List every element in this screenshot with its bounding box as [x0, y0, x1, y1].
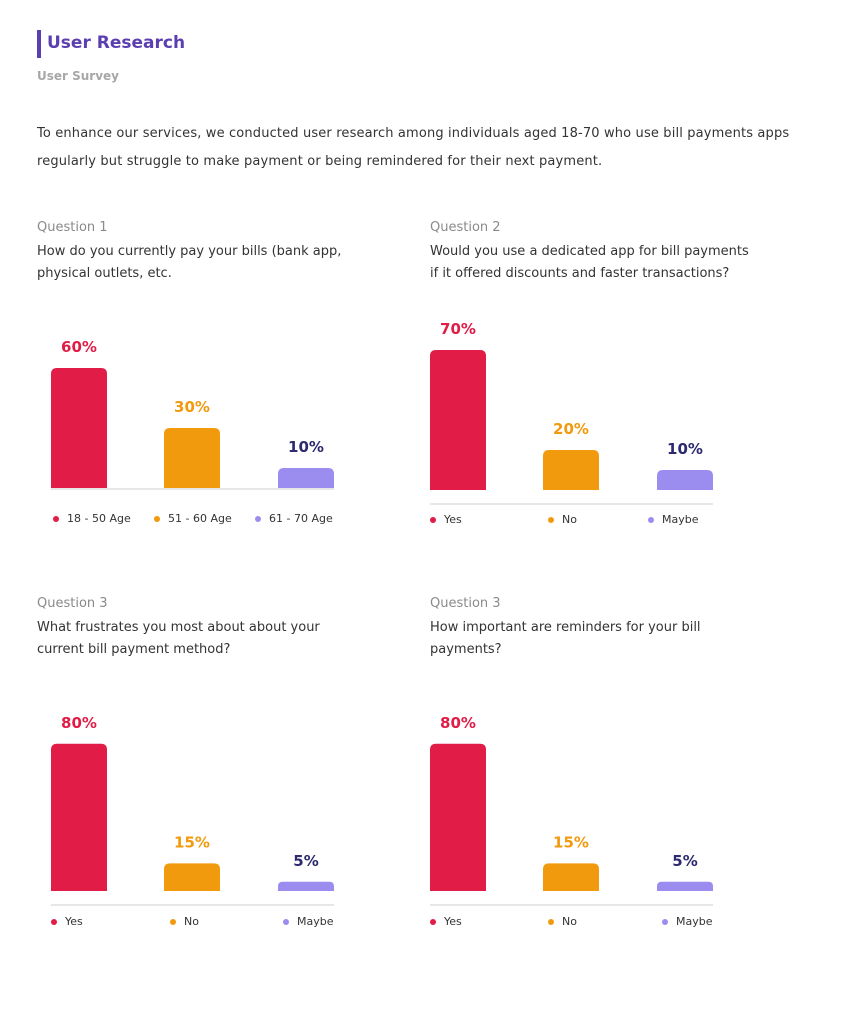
legend-label: 18 - 50 Age: [67, 512, 131, 525]
bar-chart: 80% 15% 5%: [430, 714, 713, 906]
data-label: 10%: [667, 440, 703, 458]
data-label: 30%: [174, 398, 210, 416]
question-panel-3: Question 3 What frustrates you most abou…: [37, 596, 417, 928]
question-label: Question 1: [37, 220, 108, 235]
page-subtitle: User Survey: [37, 69, 120, 83]
title-accent-bar: [37, 30, 41, 58]
question-text: What frustrates you most about about you…: [37, 620, 320, 657]
legend-item: Yes: [51, 915, 83, 928]
question-label: Question 3: [430, 596, 501, 611]
question-panel-4: Question 3 How important are reminders f…: [430, 596, 810, 928]
legend-item: 51 - 60 Age: [154, 512, 232, 525]
legend-label: 61 - 70 Age: [269, 512, 333, 525]
legend-dot-icon: [548, 516, 554, 523]
question-panel-1: Question 1 How do you currently pay your…: [37, 220, 417, 550]
legend-item: Maybe: [283, 915, 334, 928]
legend-dot-icon: [430, 516, 436, 523]
bar-61-70-age: [278, 468, 334, 488]
question-label: Question 3: [37, 596, 108, 611]
legend-dot-icon: [283, 918, 289, 925]
bar-51-60-age: [164, 428, 220, 488]
legend-label: 51 - 60 Age: [168, 512, 232, 525]
question-label: Question 2: [430, 220, 501, 235]
legend-item: No: [548, 513, 577, 526]
legend-item: 18 - 50 Age: [53, 512, 131, 525]
data-label: 70%: [440, 320, 476, 338]
legend-item: Maybe: [648, 513, 699, 526]
question-text: How do you currently pay your bills (ban…: [37, 244, 342, 281]
legend-item: No: [548, 915, 577, 928]
intro-paragraph: To enhance our services, we conducted us…: [37, 126, 790, 169]
data-label: 80%: [440, 714, 476, 732]
data-label: 10%: [288, 438, 324, 456]
question-text: How important are reminders for your bil…: [430, 620, 701, 657]
bar-yes: [51, 743, 107, 891]
data-label: 60%: [61, 338, 97, 356]
bar-chart: 70% 20% 10%: [430, 320, 713, 505]
bar-no: [543, 450, 599, 490]
legend-item: Yes: [430, 915, 462, 928]
data-label: 15%: [174, 833, 210, 851]
page-title: User Research: [47, 33, 186, 53]
legend-dot-icon: [662, 918, 668, 925]
bar-chart: 80% 15% 5%: [51, 714, 334, 906]
legend-label: Maybe: [662, 513, 699, 526]
legend-label: Yes: [444, 915, 462, 928]
legend-dot-icon: [430, 918, 436, 925]
legend-item: Maybe: [662, 915, 713, 928]
bar-no: [164, 863, 220, 891]
question-text: Would you use a dedicated app for bill p…: [430, 244, 749, 281]
legend-label: Maybe: [297, 915, 334, 928]
bar-maybe: [278, 881, 334, 891]
bar-no: [543, 863, 599, 891]
legend-item: 61 - 70 Age: [255, 512, 333, 525]
legend-dot-icon: [154, 515, 160, 522]
bar-yes: [430, 743, 486, 891]
legend-label: No: [184, 915, 199, 928]
data-label: 5%: [293, 852, 318, 870]
legend-label: No: [562, 915, 577, 928]
legend-item: Yes: [430, 513, 462, 526]
bar-yes: [430, 350, 486, 490]
data-label: 5%: [672, 852, 697, 870]
data-label: 15%: [553, 833, 589, 851]
legend-label: Yes: [65, 915, 83, 928]
legend-dot-icon: [648, 516, 654, 523]
question-panel-2: Question 2 Would you use a dedicated app…: [430, 220, 810, 550]
legend-label: No: [562, 513, 577, 526]
bar-maybe: [657, 881, 713, 891]
legend-label: Maybe: [676, 915, 713, 928]
bar-chart: 60% 30% 10%: [51, 338, 334, 490]
legend-dot-icon: [255, 515, 261, 522]
legend-label: Yes: [444, 513, 462, 526]
legend-dot-icon: [51, 918, 57, 925]
legend-dot-icon: [53, 515, 59, 522]
data-label: 80%: [61, 714, 97, 732]
legend-dot-icon: [548, 918, 554, 925]
legend-dot-icon: [170, 918, 176, 925]
bar-maybe: [657, 470, 713, 490]
legend-item: No: [170, 915, 199, 928]
data-label: 20%: [553, 420, 589, 438]
bar-18-50-age: [51, 368, 107, 488]
